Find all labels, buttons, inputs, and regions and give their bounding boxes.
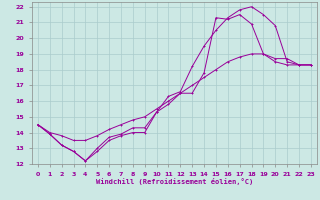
X-axis label: Windchill (Refroidissement éolien,°C): Windchill (Refroidissement éolien,°C): [96, 178, 253, 185]
